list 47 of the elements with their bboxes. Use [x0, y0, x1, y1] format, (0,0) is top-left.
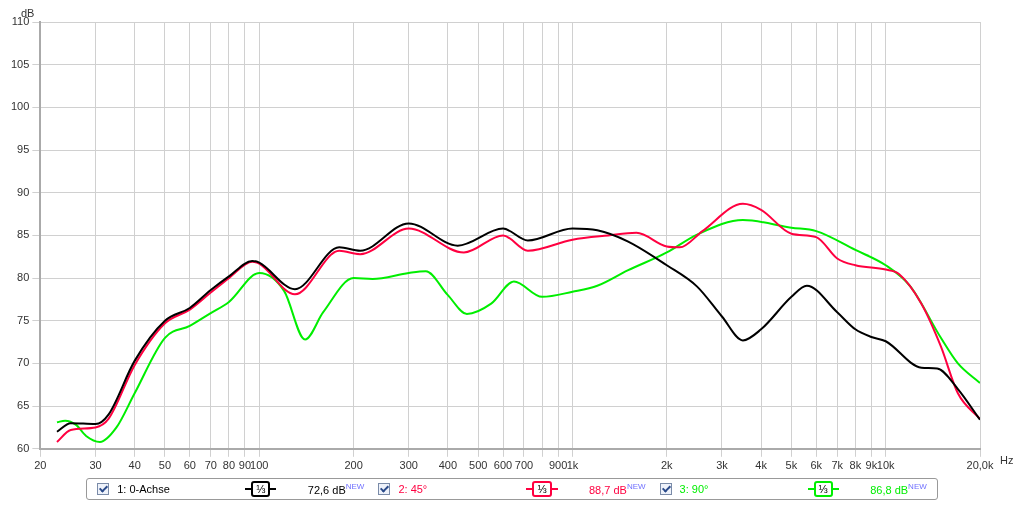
- x-axis-title: Hz: [1000, 454, 1014, 467]
- y-tick-label: 70: [17, 356, 30, 369]
- x-tick-label: 9k: [865, 459, 878, 472]
- text: ⅓: [532, 481, 552, 497]
- x-tick-label: 20,0k: [966, 459, 994, 472]
- y-tick-label: 60: [17, 441, 30, 454]
- x-tick-label: 20: [34, 459, 47, 472]
- x-tick-label: 2k: [660, 459, 674, 472]
- text: 3: 90°: [679, 483, 710, 495]
- x-tick-label: 50: [158, 459, 172, 472]
- x-tick-label: 100: [250, 459, 269, 472]
- y-tick-label: 65: [17, 399, 30, 412]
- x-tick-label: 7k: [831, 459, 844, 472]
- y-tick-label: 85: [17, 228, 30, 241]
- text: 86,8 dB$^{NEW}$: [869, 482, 927, 496]
- y-tick-label: 95: [17, 143, 30, 156]
- x-tick-label: 40: [128, 459, 141, 472]
- y-tick-label: 80: [17, 271, 30, 284]
- text: ⅓: [251, 481, 271, 497]
- text: 2: 45°: [398, 483, 429, 495]
- x-tick-label: 3k: [716, 459, 729, 472]
- x-tick-label: 8k: [849, 459, 862, 472]
- y-tick-label: 100: [10, 100, 30, 113]
- x-tick-label: 400: [438, 459, 458, 472]
- x-tick-label: 500: [469, 459, 488, 472]
- y-tick-label: 90: [17, 185, 30, 198]
- text: 1: 0-Achse: [117, 483, 171, 495]
- x-tick-label: 600: [493, 459, 513, 472]
- y-tick-label: 105: [10, 57, 30, 70]
- x-tick-label: 900: [548, 459, 568, 472]
- text: 72,6 dB$^{NEW}$: [306, 482, 365, 496]
- x-tick-label: 70: [204, 459, 217, 472]
- x-tick-label: 1k: [566, 459, 579, 472]
- x-tick-label: 4k: [755, 459, 768, 472]
- x-tick-label: 10k: [876, 459, 896, 472]
- y-tick-label: 75: [17, 313, 30, 326]
- x-tick-label: 80: [222, 459, 236, 472]
- x-tick-label: 30: [89, 459, 102, 472]
- x-tick-label: 60: [183, 459, 196, 472]
- x-tick-label: 90: [238, 459, 252, 472]
- x-tick-label: 700: [514, 459, 534, 472]
- text: ⅓: [813, 481, 833, 497]
- x-tick-label: 6k: [810, 459, 823, 472]
- x-tick-label: 300: [399, 459, 418, 472]
- x-tick-label: 5k: [785, 459, 798, 472]
- text: 88,7 dB$^{NEW}$: [588, 482, 646, 496]
- x-tick-label: 200: [344, 459, 363, 472]
